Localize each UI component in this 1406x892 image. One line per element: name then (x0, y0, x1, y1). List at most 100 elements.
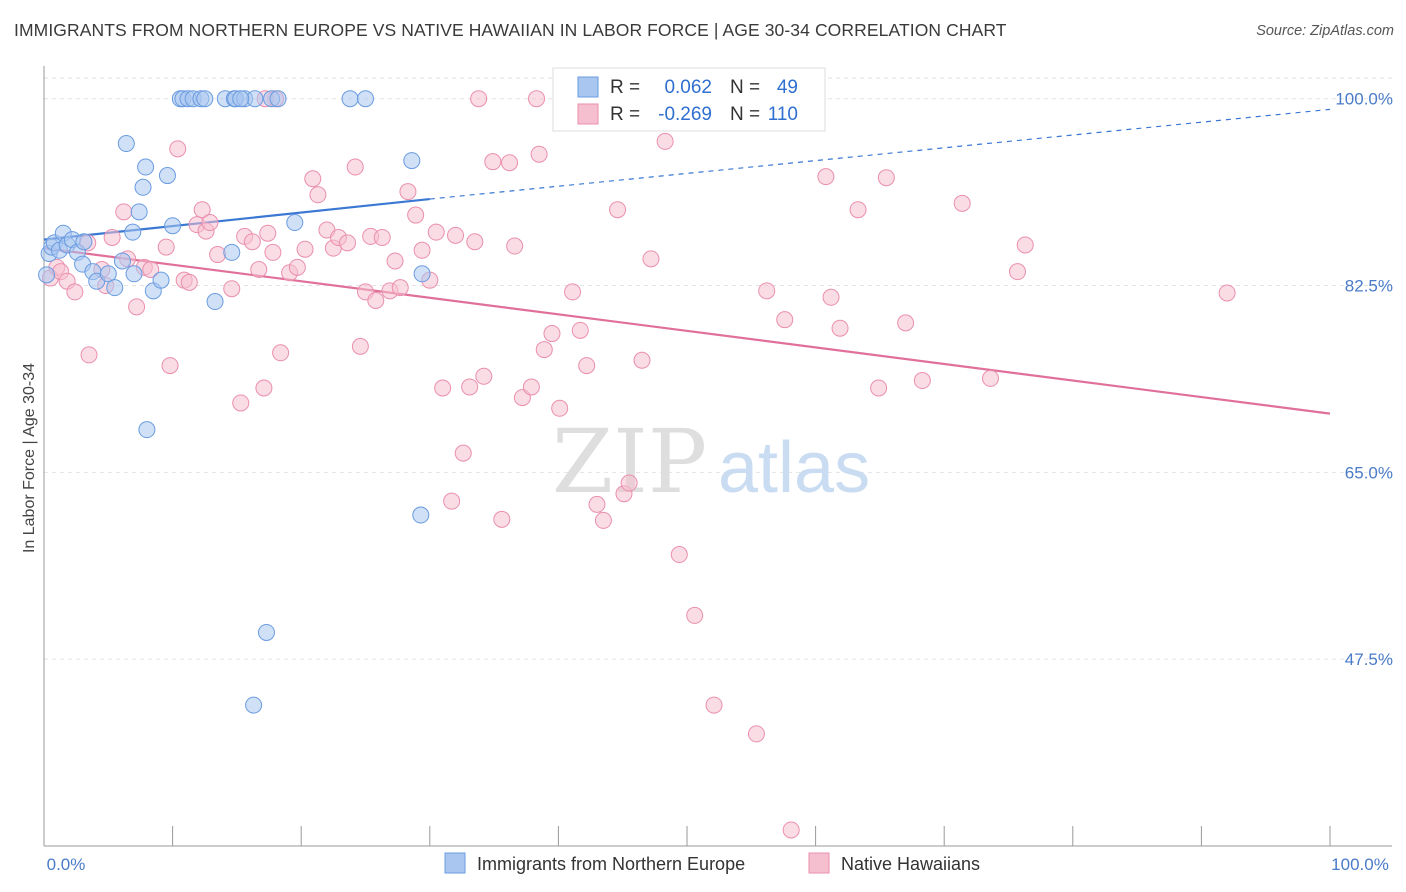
point-native-hawaiian (142, 261, 160, 279)
point-native-hawaiian (849, 201, 867, 219)
point-northern-europe (269, 90, 287, 108)
point-native-hawaiian (223, 280, 241, 298)
point-native-hawaiian (776, 311, 794, 329)
point-native-hawaiian (180, 273, 198, 291)
trend-line-native-hawaiian (43, 247, 1331, 415)
point-native-hawaiian (475, 367, 493, 385)
point-northern-europe (152, 271, 170, 289)
point-northern-europe (257, 623, 275, 641)
point-native-hawaiian (161, 357, 179, 375)
legend-swatch (577, 103, 599, 125)
point-native-hawaiian (250, 261, 268, 279)
point-native-hawaiian (1009, 263, 1027, 281)
point-native-hawaiian (705, 696, 723, 714)
point-native-hawaiian (288, 258, 306, 276)
point-native-hawaiian (782, 821, 800, 839)
point-native-hawaiian (831, 319, 849, 337)
point-northern-europe (134, 178, 152, 196)
point-native-hawaiian (470, 90, 488, 108)
point-native-hawaiian (264, 243, 282, 261)
point-native-hawaiian (103, 228, 121, 246)
point-northern-europe (412, 506, 430, 524)
point-native-hawaiian (870, 379, 888, 397)
point-northern-europe (206, 293, 224, 311)
point-northern-europe (245, 696, 263, 714)
legend-r-label: R = (610, 104, 640, 125)
point-native-hawaiian (484, 153, 502, 171)
point-northern-europe (164, 217, 182, 235)
data-points (38, 90, 1236, 839)
point-native-hawaiian (157, 238, 175, 256)
point-northern-europe (158, 167, 176, 185)
point-native-hawaiian (670, 546, 688, 564)
point-northern-europe (341, 90, 359, 108)
point-native-hawaiian (232, 394, 250, 412)
point-native-hawaiian (981, 369, 999, 387)
point-native-hawaiian (367, 291, 385, 309)
legend-swatch (577, 76, 599, 98)
point-native-hawaiian (201, 214, 219, 232)
point-native-hawaiian (609, 201, 627, 219)
legend-box: R = 0.062 N = 49 R = -0.269 N = 110 (552, 67, 826, 132)
point-native-hawaiian (758, 282, 776, 300)
point-native-hawaiian (656, 132, 674, 150)
point-native-hawaiian (633, 351, 651, 369)
point-native-hawaiian (466, 233, 484, 251)
point-native-hawaiian (822, 288, 840, 306)
point-native-hawaiian (447, 226, 465, 244)
point-native-hawaiian (115, 203, 133, 221)
point-native-hawaiian (443, 492, 461, 510)
point-northern-europe (138, 421, 156, 439)
point-native-hawaiian (1218, 284, 1236, 302)
point-native-hawaiian (535, 341, 553, 359)
point-native-hawaiian (493, 510, 511, 528)
point-native-hawaiian (373, 228, 391, 246)
point-native-hawaiian (427, 223, 445, 241)
point-native-hawaiian (272, 344, 290, 362)
point-native-hawaiian (407, 206, 425, 224)
point-native-hawaiian (530, 145, 548, 163)
legend-r-label: R = (610, 77, 640, 98)
point-northern-europe (99, 265, 117, 283)
point-native-hawaiian (193, 201, 211, 219)
point-northern-europe (113, 252, 131, 270)
legend-n-label: N = (730, 104, 760, 125)
point-native-hawaiian (564, 283, 582, 301)
legend-n-label: N = (730, 77, 760, 98)
bottom-legend: Immigrants from Northern Europe Native Ha… (444, 852, 980, 874)
point-native-hawaiian (386, 252, 404, 270)
point-native-hawaiian (501, 154, 519, 172)
point-native-hawaiian (506, 237, 524, 255)
point-native-hawaiian (594, 511, 612, 529)
point-northern-europe (38, 266, 56, 284)
point-native-hawaiian (913, 372, 931, 390)
point-northern-europe (246, 90, 264, 108)
point-native-hawaiian (304, 170, 322, 188)
legend-r-value: 0.062 (664, 77, 712, 98)
chart-title: IMMIGRANTS FROM NORTHERN EUROPE VS NATIV… (14, 20, 1007, 40)
legend-n-value: 110 (768, 104, 798, 125)
point-northern-europe (130, 203, 148, 221)
point-native-hawaiian (897, 314, 915, 332)
point-northern-europe (357, 90, 374, 108)
point-native-hawaiian (338, 234, 356, 252)
point-native-hawaiian (346, 158, 364, 176)
chart-source: Source: ZipAtlas.com (1256, 23, 1394, 39)
y-tick-labels: 47.5% 65.0% 82.5% 100.0% (1335, 90, 1393, 669)
point-native-hawaiian (169, 140, 187, 158)
bottom-legend-swatch (444, 852, 466, 874)
point-native-hawaiian (309, 186, 327, 204)
y-tick-label: 65.0% (1345, 463, 1393, 482)
point-northern-europe (117, 135, 135, 153)
point-native-hawaiian (551, 399, 569, 417)
bottom-legend-label: Immigrants from Northern Europe (477, 854, 745, 874)
x-tick-labels: 0.0% 100.0% (47, 855, 1389, 874)
point-native-hawaiian (686, 606, 704, 624)
point-native-hawaiian (296, 240, 314, 258)
point-northern-europe (196, 90, 214, 108)
point-native-hawaiian (543, 325, 561, 343)
point-native-hawaiian (578, 357, 596, 375)
point-native-hawaiian (642, 250, 660, 268)
point-northern-europe (106, 279, 124, 297)
point-northern-europe (403, 152, 421, 170)
